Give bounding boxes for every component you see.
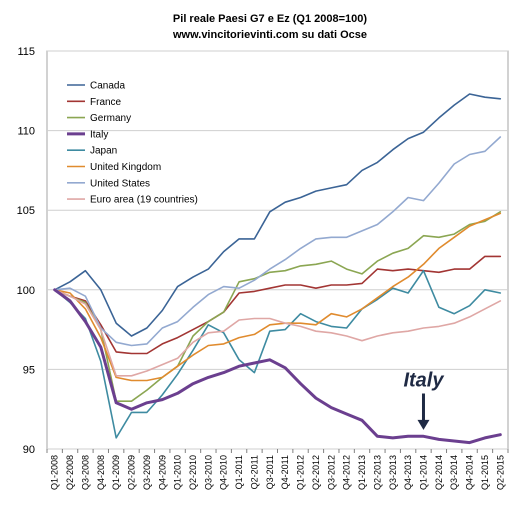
legend-label-united-states: United States: [90, 178, 150, 189]
x-tick-label: Q4-2010: [219, 455, 229, 490]
legend-label-france: France: [90, 97, 122, 108]
x-tick-label: Q2-2013: [372, 455, 382, 490]
series-line-united-kingdom: [53, 212, 502, 382]
annotation-arrow-head: [417, 419, 430, 430]
x-tick-label: Q1-2012: [296, 455, 306, 490]
x-tick-label: Q1-2008: [50, 455, 60, 490]
x-tick-label: Q4-2009: [157, 455, 167, 490]
series-line-euro-area-19-countries: [53, 288, 502, 377]
legend-label-italy: Italy: [90, 129, 108, 140]
x-tick-label: Q2-2009: [127, 455, 137, 490]
series-line-canada: [53, 93, 502, 337]
x-tick-label: Q1-2010: [173, 455, 183, 490]
x-tick-label: Q3-2010: [203, 455, 213, 490]
x-tick-label: Q2-2010: [188, 455, 198, 490]
x-tick-label: Q3-2009: [142, 455, 152, 490]
x-tick-label: Q3-2012: [326, 455, 336, 490]
legend-label-germany: Germany: [90, 113, 131, 124]
x-tick-label: Q4-2013: [403, 455, 413, 490]
y-tick-label: 90: [23, 444, 35, 456]
y-tick-label: 95: [23, 364, 35, 376]
series-line-united-states: [53, 136, 502, 347]
x-tick-label: Q4-2014: [465, 455, 475, 490]
y-tick-label: 110: [17, 126, 35, 138]
x-tick-label: Q1-2009: [111, 455, 121, 490]
x-tick-label: Q1-2013: [357, 455, 367, 490]
chart-title: Pil reale Paesi G7 e Ez (Q1 2008=100): [173, 13, 367, 25]
annotation-label: Italy: [403, 370, 444, 392]
chart-subtitle: www.vincitorievinti.com su dati Ocse: [172, 29, 367, 41]
series-line-france: [53, 255, 502, 355]
x-tick-label: Q2-2012: [311, 455, 321, 490]
x-tick-label: Q2-2011: [249, 455, 259, 489]
legend-label-canada: Canada: [90, 81, 125, 92]
series-line-italy: [53, 288, 502, 445]
x-tick-label: Q2-2008: [65, 455, 75, 490]
x-tick-label: Q3-2013: [388, 455, 398, 490]
y-tick-label: 105: [17, 205, 35, 217]
x-tick-label: Q1-2014: [418, 455, 428, 490]
x-tick-label: Q3-2011: [265, 455, 275, 489]
y-tick-label: 115: [17, 46, 35, 58]
x-tick-label: Q4-2008: [96, 455, 106, 490]
x-tick-label: Q1-2011: [234, 455, 244, 489]
y-tick-label: 100: [17, 285, 35, 297]
legend-label-euro-area-19-countries: Euro area (19 countries): [90, 195, 198, 206]
series-line-japan: [53, 269, 502, 439]
legend-label-united-kingdom: United Kingdom: [90, 162, 161, 173]
x-tick-label: Q4-2012: [342, 455, 352, 490]
x-tick-label: Q3-2008: [80, 455, 90, 490]
series-line-germany: [53, 211, 502, 403]
x-tick-label: Q2-2015: [495, 455, 505, 490]
x-tick-label: Q3-2014: [449, 455, 459, 490]
x-tick-label: Q1-2015: [480, 455, 490, 490]
x-tick-label: Q2-2014: [434, 455, 444, 490]
x-tick-label: Q4-2011: [280, 455, 290, 489]
legend-label-japan: Japan: [90, 146, 117, 157]
